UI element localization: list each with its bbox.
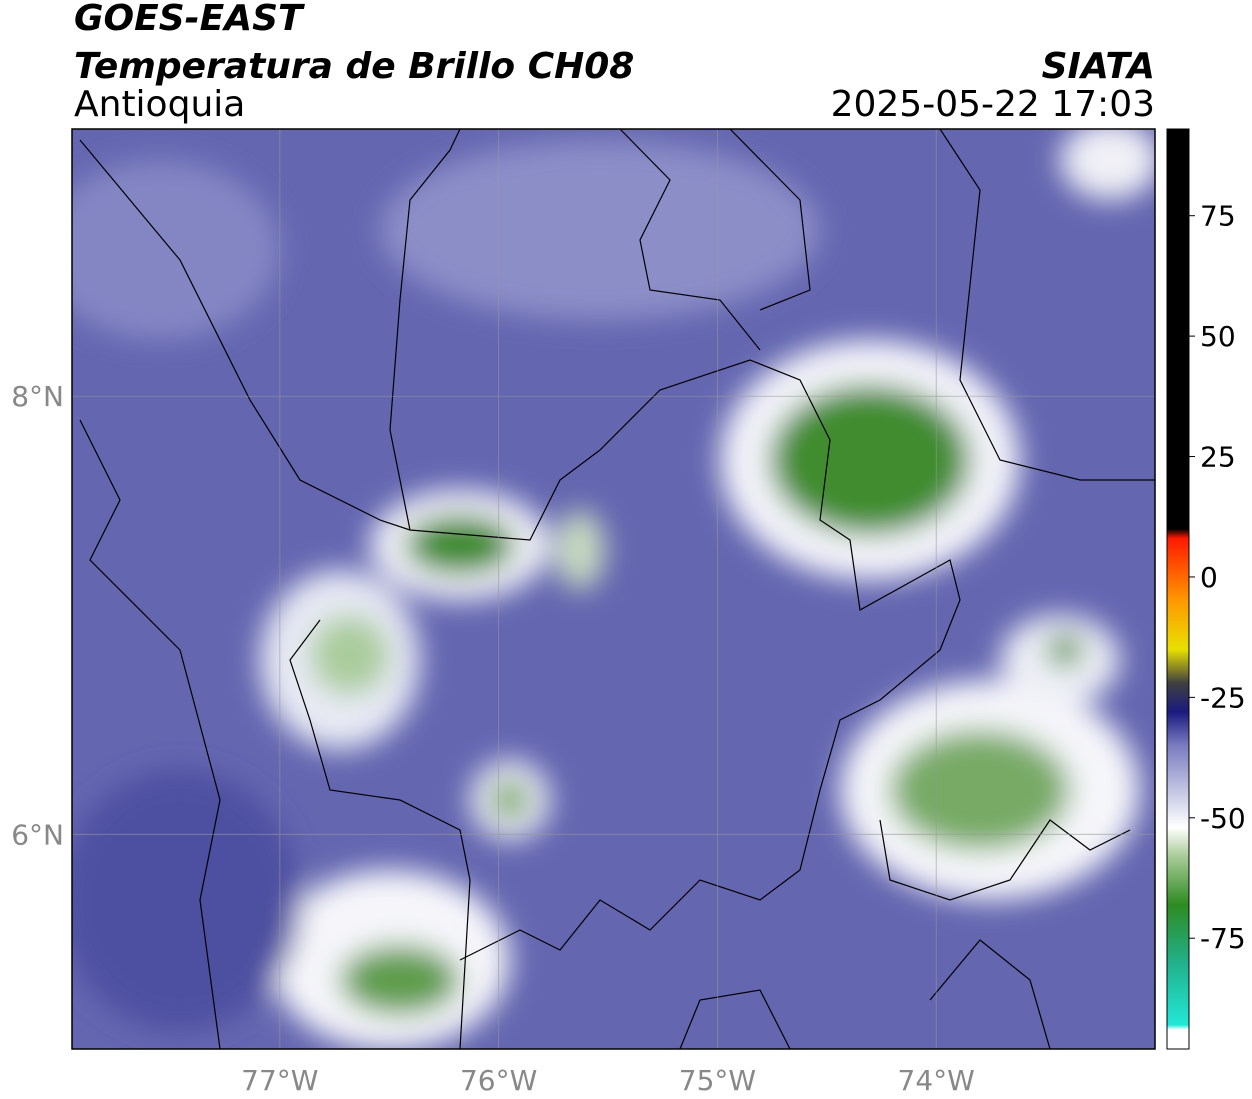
y-tick-label: 6°N bbox=[11, 818, 64, 851]
timestamp: 2025-05-22 17:03 bbox=[831, 84, 1155, 125]
x-tick-label: 76°W bbox=[460, 1064, 537, 1097]
source: SIATA bbox=[1042, 46, 1155, 87]
colorbar-tick-label: 25 bbox=[1200, 441, 1236, 474]
borders bbox=[79, 129, 1155, 1049]
x-tick-label: 77°W bbox=[241, 1064, 318, 1097]
colorbar-tick-label: 0 bbox=[1200, 561, 1218, 594]
cloud-field bbox=[72, 129, 1155, 1049]
colorbar bbox=[1166, 128, 1190, 1050]
colorbar-tick-label: 75 bbox=[1200, 200, 1236, 233]
grid bbox=[72, 129, 1155, 1049]
map-frame bbox=[71, 128, 1156, 1050]
map-field bbox=[72, 129, 1155, 1049]
region: Antioquia bbox=[74, 84, 245, 125]
colorbar-tick-label: 50 bbox=[1200, 320, 1236, 353]
colorbar-tick-label: -50 bbox=[1200, 802, 1246, 835]
title: GOES-EAST bbox=[74, 0, 305, 39]
x-tick-label: 74°W bbox=[898, 1064, 975, 1097]
x-tick-label: 75°W bbox=[679, 1064, 756, 1097]
subtitle: Temperatura de Brillo CH08 bbox=[74, 46, 634, 87]
colorbar-tick-label: -75 bbox=[1200, 922, 1246, 955]
y-tick-label: 8°N bbox=[11, 380, 64, 413]
colorbar-tick-label: -25 bbox=[1200, 681, 1246, 714]
